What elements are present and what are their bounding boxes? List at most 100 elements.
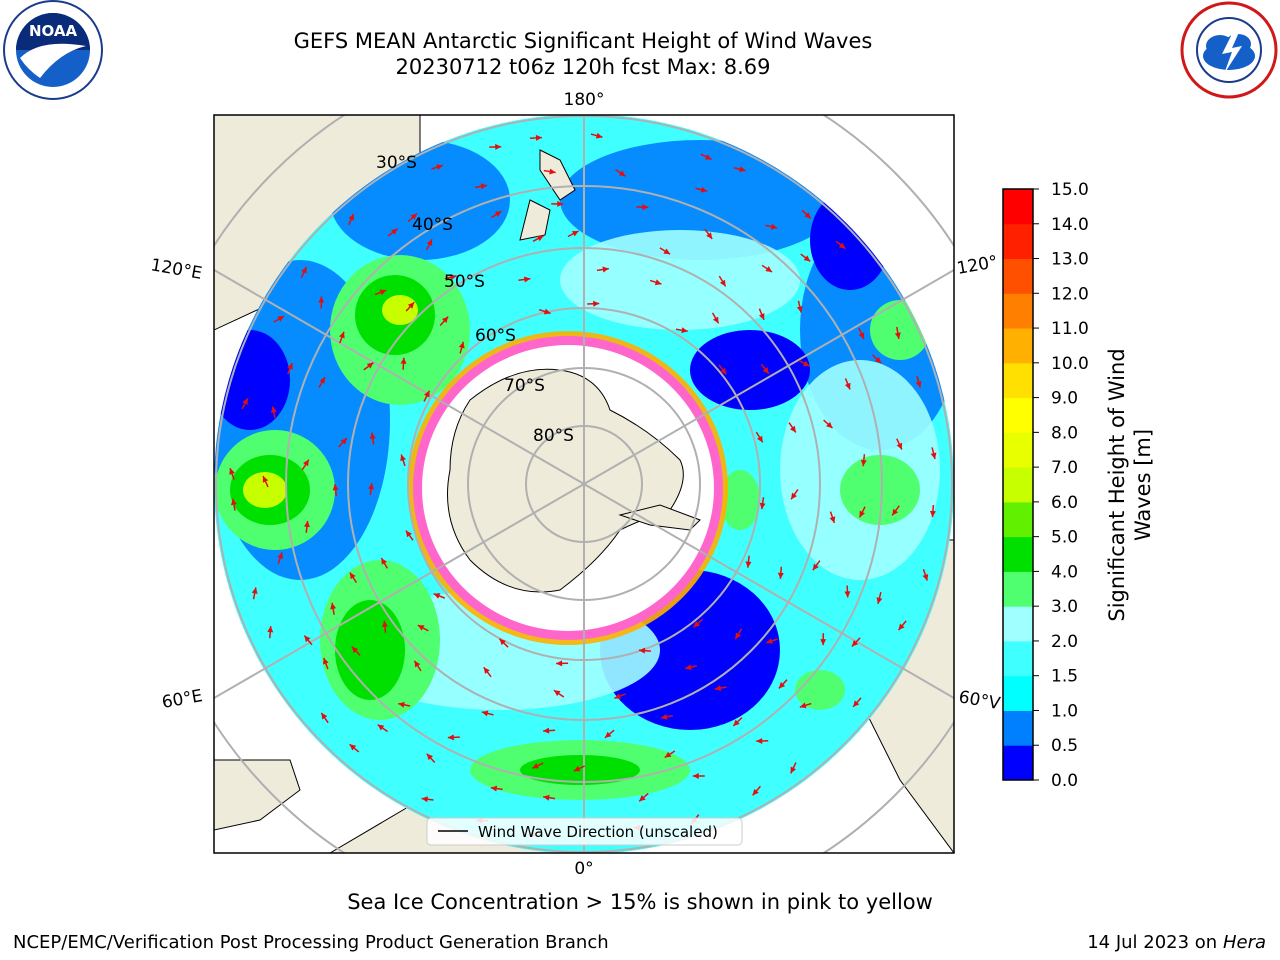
wave-arrow-head [894, 332, 901, 339]
colorbar-tick-label: 3.0 [1051, 597, 1078, 617]
wave-arrow-head [791, 492, 797, 500]
wave-arrow-head [638, 647, 646, 654]
wave-arrow-head [789, 425, 796, 433]
wave-arrow-head [405, 530, 412, 538]
wave-arrow-head [929, 510, 936, 518]
colorbar-segment [1003, 432, 1033, 468]
wave-arrow-head [543, 308, 551, 315]
colorbar-label-line1: Significant Height of Wind [1105, 348, 1129, 621]
wave-arrow-head [874, 356, 882, 364]
wave-arrow-head [426, 753, 433, 761]
wave-arrow-head [859, 510, 865, 518]
wave-arrow-head [377, 724, 385, 731]
wave-arrow-head [381, 620, 388, 628]
wave-arrow-head [838, 242, 846, 249]
lon-label-60w: 60°V [957, 687, 1002, 714]
colorbar-segment [1003, 397, 1033, 433]
wave-arrow-head [480, 183, 488, 190]
colorbar-segment [1003, 675, 1033, 711]
wave-arrow-head [351, 646, 359, 654]
wave-arrow-head [858, 332, 865, 340]
wave-arrow-head [304, 635, 311, 643]
lat-label-40s: 40°S [412, 215, 453, 235]
wave-arrow-head [287, 363, 293, 370]
wave-arrow-head [549, 168, 556, 175]
wave-arrow-head [301, 266, 307, 274]
wave-arrow-head [242, 398, 248, 405]
wave-arrow-head [618, 170, 626, 177]
wave-arrow-head [766, 638, 773, 644]
wave-arrow-head [556, 660, 563, 667]
colorbar-tick-label: 6.0 [1051, 493, 1078, 513]
wave-arrow-head [681, 327, 688, 334]
wave-arrow-head [553, 690, 561, 697]
wave-arrow-head [349, 572, 356, 580]
wave-arrow-head [424, 390, 430, 398]
wave-arrow-head [543, 794, 550, 801]
wave-arrow-head [826, 421, 833, 429]
wave-arrow-head [770, 223, 778, 230]
credit-branch: NCEP/EMC/Verification Post Processing Pr… [13, 932, 609, 953]
wave-arrow-head [262, 476, 269, 483]
wave-arrow-head [614, 693, 622, 699]
wind-wave-arrows [229, 132, 937, 837]
wave-arrow-head [752, 788, 759, 796]
wave-arrow-head [896, 442, 903, 450]
new-zealand-landmass [519, 149, 576, 241]
lat-label-70s: 70°S [504, 376, 545, 396]
wave-arrow-head [481, 710, 489, 717]
lat-label-50s: 50°S [444, 272, 485, 292]
wave-arrow-head [426, 239, 433, 246]
colorbar [1003, 189, 1033, 781]
wave-arrow-head [318, 296, 325, 303]
map-frame [213, 114, 955, 854]
colorbar-tick-label: 13.0 [1051, 250, 1089, 270]
wave-arrow-head [414, 660, 421, 668]
wave-arrow-head [322, 657, 329, 665]
lat-label-60s: 60°S [475, 326, 516, 346]
wave-arrow-head [499, 638, 506, 646]
wave-arrow-head [930, 452, 937, 460]
colorbar-tick-label: 9.0 [1051, 389, 1078, 409]
colorbar-segment [1003, 640, 1033, 677]
wave-arrow-head [892, 508, 899, 516]
colorbar-tick-label: 2.0 [1051, 632, 1078, 652]
colorbar-segment [1003, 710, 1033, 746]
chart-title: GEFS MEAN Antarctic Significant Height o… [293, 29, 873, 53]
wave-arrow-head [400, 357, 407, 364]
colorbar-segment [1003, 293, 1033, 329]
wave-arrow-head [277, 552, 284, 560]
wave-arrow-head [735, 632, 742, 640]
wave-arrow-head [391, 228, 398, 235]
wave-arrow-head [706, 232, 713, 239]
wave-arrow-head [251, 587, 258, 594]
colorbar-tick-label: 14.0 [1051, 215, 1089, 235]
wave-arrow-head [915, 380, 922, 388]
wave-arrow-head [494, 211, 502, 217]
graticule [214, 115, 954, 853]
wave-arrow-head [532, 762, 540, 769]
colorbar-segment [1003, 536, 1033, 572]
wave-arrow-head [898, 623, 905, 631]
wave-arrow-head [733, 719, 740, 726]
credit-date: 14 Jul 2023 on Hera [1087, 932, 1266, 953]
wave-arrow-head [230, 498, 237, 506]
colorbar-tick-label: 8.0 [1051, 423, 1078, 443]
wave-arrow-head [277, 315, 285, 322]
wave-arrow-head [714, 685, 722, 691]
wave-arrow-head [441, 316, 449, 324]
wave-arrow-head [595, 132, 603, 139]
colorbar-tick-label: 10.0 [1051, 354, 1089, 374]
wave-arrow-head [719, 279, 726, 287]
wave-arrow-head [851, 640, 859, 647]
colorbar-segment [1003, 258, 1033, 294]
wave-arrow-head [790, 766, 797, 774]
wave-arrow-head [535, 134, 542, 141]
wave-arrow-head [447, 734, 454, 741]
wave-arrow-head [812, 563, 819, 571]
sea-ice-note: Sea Ice Concentration > 15% is shown in … [347, 890, 933, 914]
wave-arrow-head [332, 484, 339, 491]
colorbar-segment [1003, 467, 1033, 503]
colorbar-tick-label: 4.0 [1051, 562, 1078, 582]
